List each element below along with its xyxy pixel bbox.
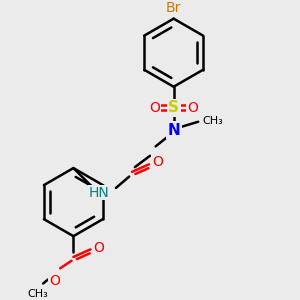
Text: O: O [49, 274, 60, 288]
Text: O: O [93, 241, 104, 254]
Text: CH₃: CH₃ [202, 116, 223, 126]
Text: S: S [168, 100, 179, 115]
Text: N: N [167, 123, 180, 138]
Text: O: O [149, 100, 160, 115]
Text: Br: Br [166, 1, 181, 15]
Text: O: O [152, 155, 163, 170]
Text: HN: HN [88, 186, 109, 200]
Text: CH₃: CH₃ [27, 289, 48, 299]
Text: O: O [187, 100, 198, 115]
